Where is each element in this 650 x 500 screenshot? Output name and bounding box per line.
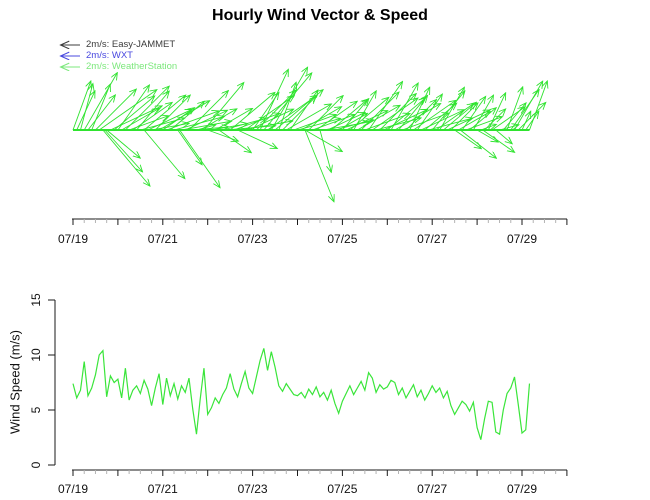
x-tick-label: 07/19 — [57, 482, 89, 496]
legend-item-wxt: 2m/s: WXT — [55, 50, 177, 61]
legend-label: 2m/s: Easy-JAMMET — [86, 38, 176, 50]
x-tick-label: 07/25 — [327, 232, 358, 246]
x-tick-label: 07/29 — [506, 482, 538, 496]
y-tick-label: 10 — [29, 348, 43, 362]
legend-item-easy-jammet: 2m/s: Easy-JAMMET — [55, 39, 177, 50]
chart-title: Hourly Wind Vector & Speed — [212, 7, 428, 24]
x-tick-label: 07/29 — [506, 232, 538, 246]
x-tick-label: 07/25 — [327, 482, 358, 496]
y-tick-label: 15 — [29, 293, 43, 307]
vector-legend: 2m/s: Easy-JAMMET 2m/s: WXT 2m/s: Weathe… — [55, 39, 177, 72]
legend-item-weatherstation: 2m/s: WeatherStation — [55, 61, 177, 72]
wind-speed-line — [72, 348, 531, 440]
y-tick-label: 5 — [29, 406, 43, 414]
x-tick-label: 07/23 — [237, 232, 268, 246]
x-tick-label: 07/27 — [417, 232, 448, 246]
legend-label: 2m/s: WeatherStation — [86, 60, 178, 72]
legend-label: 2m/s: WXT — [86, 49, 133, 61]
x-tick-label: 07/21 — [147, 232, 178, 246]
x-tick-label: 07/27 — [417, 482, 448, 496]
left-arrow-icon — [55, 40, 80, 50]
x-tick-label: 07/23 — [237, 482, 268, 496]
y-tick-label: 0 — [29, 461, 43, 469]
x-tick-label: 07/21 — [147, 482, 178, 496]
y-axis-title: Wind Speed (m/s) — [7, 329, 23, 435]
left-arrow-icon — [55, 62, 80, 72]
left-arrow-icon — [55, 51, 80, 61]
x-tick-label: 07/19 — [57, 232, 89, 246]
